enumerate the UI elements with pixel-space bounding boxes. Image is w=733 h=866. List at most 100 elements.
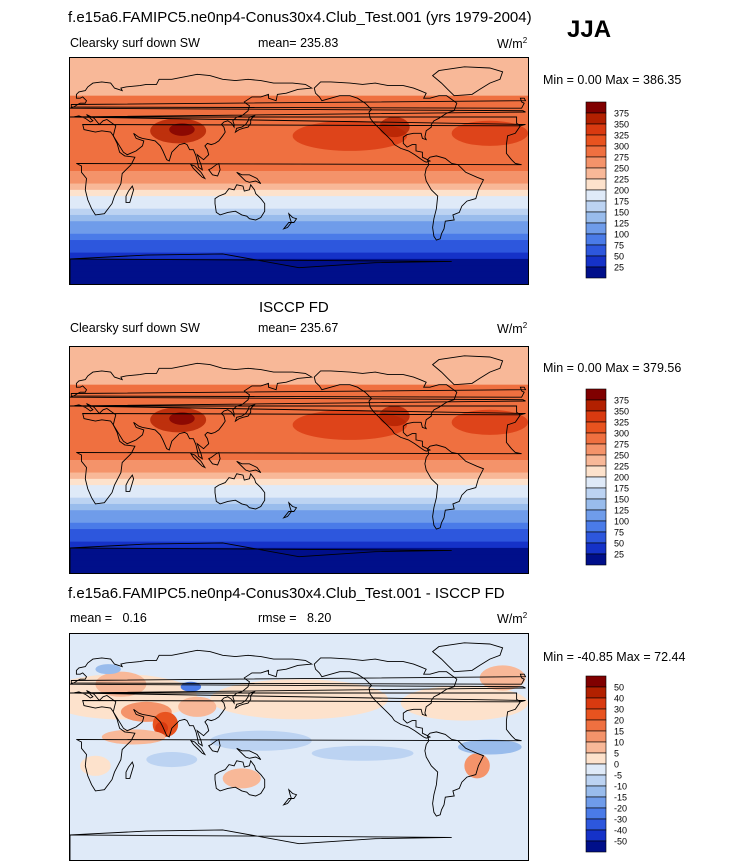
colorbar-swatch: [585, 730, 607, 743]
colorbar-label: 350: [614, 407, 629, 417]
colorbar-label: -30: [614, 815, 627, 825]
field-map: [70, 347, 528, 573]
colorbar-label: 25: [614, 263, 624, 273]
colorbar-label: 100: [614, 230, 629, 240]
colorbar-swatch: [585, 531, 607, 544]
colorbar-label: 75: [614, 241, 624, 251]
colorbar-label: 225: [614, 462, 629, 472]
colorbar-swatch: [585, 763, 607, 776]
colorbar-swatch: [585, 233, 607, 246]
colorbar-label: 200: [614, 473, 629, 483]
colorbar-swatch: [585, 156, 607, 169]
colorbar-label: 350: [614, 120, 629, 130]
field-map: [70, 58, 528, 284]
colorbar-swatch: [585, 476, 607, 489]
colorbar-label: 325: [614, 418, 629, 428]
panel3-units: W/m2: [497, 611, 528, 627]
colorbar-swatch: [585, 123, 607, 136]
colorbar-swatch: [585, 200, 607, 213]
colorbar-swatch: [585, 796, 607, 809]
colorbar-swatch: [585, 134, 607, 147]
colorbar-label: 375: [614, 109, 629, 119]
colorbar-label: 5: [614, 749, 619, 759]
colorbar-swatch: [585, 487, 607, 500]
colorbar-swatch: [585, 167, 607, 180]
colorbar-swatch: [585, 719, 607, 732]
panel3-rmse: rmse = 8.20: [258, 611, 332, 625]
colorbar-swatch: [585, 222, 607, 235]
panel2-variable: Clearsky surf down SW: [70, 321, 200, 335]
colorbar-label: 100: [614, 517, 629, 527]
colorbar-swatch: [585, 388, 607, 401]
colorbar-label: 375: [614, 396, 629, 406]
plot-title: f.e15a6.FAMIPC5.ne0np4-Conus30x4.Club_Te…: [68, 9, 532, 26]
colorbar-label: 75: [614, 528, 624, 538]
colorbar-label: 150: [614, 495, 629, 505]
panel3-mean: mean = 0.16: [70, 611, 147, 625]
colorbar-swatch: [585, 840, 607, 853]
panel3-minmax: Min = -40.85 Max = 72.44: [543, 650, 686, 664]
colorbar-label: -5: [614, 771, 622, 781]
colorbar-swatch: [585, 697, 607, 710]
colorbar-label: 250: [614, 164, 629, 174]
colorbar-label: 275: [614, 153, 629, 163]
colorbar-label: 20: [614, 716, 624, 726]
colorbar-swatch: [585, 410, 607, 423]
colorbar-swatch: [585, 145, 607, 158]
colorbar-swatch: [585, 465, 607, 478]
colorbar-label: -40: [614, 826, 627, 836]
colorbar-swatch: [585, 818, 607, 831]
colorbar-swatch: [585, 675, 607, 688]
colorbar-swatch: [585, 741, 607, 754]
colorbar-swatch: [585, 686, 607, 699]
panel2-units: W/m2: [497, 321, 528, 337]
colorbar-label: 50: [614, 252, 624, 262]
colorbar-label: 175: [614, 197, 629, 207]
colorbar-swatch: [585, 211, 607, 224]
colorbar-swatch: [585, 785, 607, 798]
colorbar-label: 15: [614, 727, 624, 737]
season-label: JJA: [567, 16, 612, 43]
panel1-minmax: Min = 0.00 Max = 386.35: [543, 73, 682, 87]
colorbar-label: 325: [614, 131, 629, 141]
panel1-mean: mean= 235.83: [258, 36, 339, 50]
colorbar-label: 175: [614, 484, 629, 494]
colorbar-swatch: [585, 112, 607, 125]
panel1-map: [69, 57, 529, 285]
colorbar-label: -20: [614, 804, 627, 814]
colorbar-swatch: [585, 399, 607, 412]
colorbar-swatch: [585, 432, 607, 445]
colorbar-label: 30: [614, 705, 624, 715]
colorbar-swatch: [585, 553, 607, 566]
panel2-colorbar: 375 350 325 300 275 250 225 200 175 150 125 100 75 50…: [585, 388, 656, 567]
colorbar-swatch: [585, 807, 607, 820]
panel2-minmax: Min = 0.00 Max = 379.56: [543, 361, 682, 375]
colorbar-swatch: [585, 454, 607, 467]
panel3-map: [69, 633, 529, 861]
colorbar-label: 125: [614, 506, 629, 516]
panel2-map: [69, 346, 529, 574]
colorbar-label: 150: [614, 208, 629, 218]
colorbar-label: -10: [614, 782, 627, 792]
colorbar-label: 25: [614, 550, 624, 560]
colorbar-swatch: [585, 178, 607, 191]
colorbar-label: -50: [614, 837, 627, 847]
colorbar-swatch: [585, 266, 607, 279]
colorbar-label: 0: [614, 760, 619, 770]
colorbar-swatch: [585, 774, 607, 787]
colorbar-swatch: [585, 708, 607, 721]
colorbar-swatch: [585, 421, 607, 434]
colorbar-swatch: [585, 189, 607, 202]
colorbar-swatch: [585, 520, 607, 533]
colorbar-label: 250: [614, 451, 629, 461]
colorbar-label: 50: [614, 683, 624, 693]
panel1-variable: Clearsky surf down SW: [70, 36, 200, 50]
colorbar-swatch: [585, 255, 607, 268]
colorbar-swatch: [585, 829, 607, 842]
colorbar-label: 225: [614, 175, 629, 185]
panel3-section-title: f.e15a6.FAMIPC5.ne0np4-Conus30x4.Club_Te…: [68, 585, 505, 602]
colorbar-label: 200: [614, 186, 629, 196]
colorbar-swatch: [585, 509, 607, 522]
colorbar-label: 300: [614, 429, 629, 439]
colorbar-swatch: [585, 443, 607, 456]
